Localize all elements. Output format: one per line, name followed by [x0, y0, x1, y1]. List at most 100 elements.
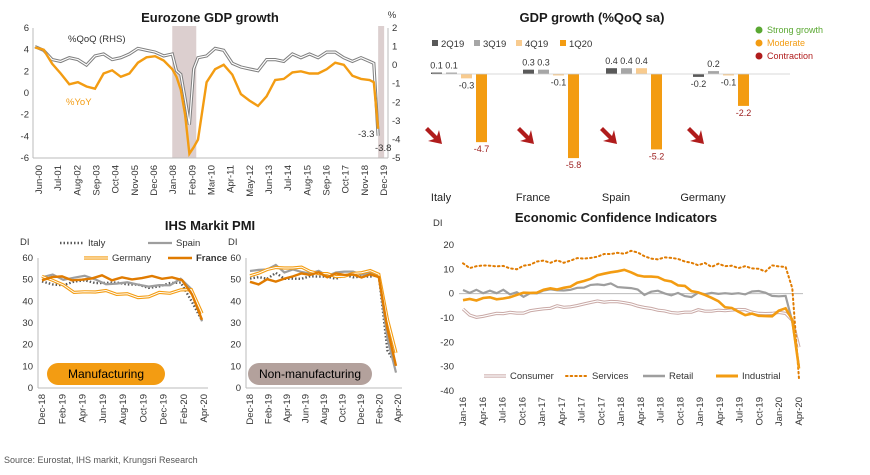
- legend-swatch-3Q19: [474, 40, 480, 46]
- legend-label-France: France: [196, 253, 227, 264]
- y-tick-left: 2: [24, 66, 29, 77]
- x-tick: Feb-20: [375, 394, 386, 424]
- y-tick: 10: [443, 264, 454, 275]
- legend-label-Spain: Spain: [176, 238, 200, 249]
- bar-Germany-4Q19: [723, 74, 734, 76]
- chart-title: Economic Confidence Indicators: [515, 210, 717, 225]
- x-tick: Jul-19: [735, 397, 746, 423]
- status-arrow-Spain: [598, 127, 617, 144]
- data-label: -2.2: [736, 108, 752, 118]
- y-tick-left: -2: [21, 110, 29, 121]
- data-label: 0.2: [707, 59, 720, 69]
- series-line-inner-Consumer: [462, 300, 800, 348]
- x-tick: Jan-17: [537, 397, 548, 426]
- source-note: Source: Eurostat, IHS markit, Krungsri R…: [4, 455, 198, 465]
- y-tick: 20: [443, 240, 454, 251]
- series-line-qoq-outline: [34, 45, 380, 136]
- x-tick: Apr-17: [557, 397, 568, 426]
- right-axis-unit: %: [388, 10, 397, 21]
- bar-Germany-2Q19: [693, 74, 704, 77]
- legend-label-2Q19: 2Q19: [441, 39, 464, 50]
- y-tick-left: -6: [21, 153, 29, 164]
- legend-swatch-2Q19: [432, 40, 438, 46]
- x-tick: Jul-17: [577, 397, 588, 423]
- y-tick-right: -5: [392, 153, 400, 164]
- data-label: 0.1: [445, 61, 458, 71]
- status-dot-2: [755, 52, 763, 60]
- x-tick: Feb-09: [187, 165, 198, 195]
- legend-label-Services: Services: [592, 371, 629, 382]
- x-tick: Oct-19: [338, 394, 349, 423]
- x-tick: Apr-19: [282, 394, 293, 423]
- y-tick-right: 1: [392, 42, 397, 53]
- legend-label-Italy: Italy: [88, 238, 106, 249]
- bar-Italy-3Q19: [446, 72, 457, 74]
- chart-title: Eurozone GDP growth: [141, 10, 279, 25]
- y-axis-label: DI: [228, 237, 238, 248]
- data-label: -4.7: [474, 144, 490, 154]
- bar-France-3Q19: [538, 69, 549, 74]
- y-tick-left: 0: [24, 88, 29, 99]
- x-tick: Aug-02: [72, 165, 83, 196]
- y-tick: 30: [230, 318, 241, 329]
- bar-Spain-1Q20: [651, 74, 662, 150]
- data-label: 0.3: [537, 58, 550, 68]
- y-tick-right: 0: [392, 60, 397, 71]
- legend-label-Consumer: Consumer: [510, 371, 554, 382]
- x-tick: Dec-06: [149, 165, 160, 196]
- x-tick: Apr-18: [636, 397, 647, 426]
- x-tick: Apr-19: [78, 394, 89, 423]
- panel-badge-label: Non-manufacturing: [259, 367, 361, 381]
- y-tick: -20: [440, 337, 454, 348]
- y-tick-left: 4: [24, 45, 29, 56]
- data-label: -0.3: [459, 80, 475, 90]
- x-tick: Jul-14: [283, 165, 294, 191]
- data-label: 0.4: [605, 56, 618, 66]
- data-label: -0.2: [691, 79, 707, 89]
- y-tick: 20: [22, 340, 33, 351]
- bar-Spain-2Q19: [606, 68, 617, 74]
- y-tick: 30: [22, 318, 33, 329]
- y-tick: 20: [230, 340, 241, 351]
- y-tick: -30: [440, 362, 454, 373]
- x-tick: Nov-05: [130, 165, 141, 196]
- y-tick: 50: [22, 275, 33, 286]
- x-tick: Apr-20: [393, 394, 404, 423]
- y-tick-left: -4: [21, 131, 29, 142]
- bar-Italy-1Q20: [476, 74, 487, 143]
- legend-label-Retail: Retail: [669, 371, 693, 382]
- panel-badge-label: Manufacturing: [68, 367, 144, 381]
- x-tick: Oct-16: [517, 397, 528, 426]
- x-tick: Aug-15: [302, 165, 313, 196]
- economic-confidence-chart: Economic Confidence Indicators DI 20 10 0 -…: [433, 210, 805, 426]
- bar-Spain-4Q19: [636, 68, 647, 74]
- bar-France-4Q19: [553, 74, 564, 76]
- y-tick: 10: [22, 361, 33, 372]
- x-tick: Jul-18: [656, 397, 667, 423]
- data-label: -0.1: [551, 77, 567, 87]
- series-line-France: [249, 271, 398, 367]
- x-tick: Jan-20: [774, 397, 785, 426]
- x-tick: Jan-18: [616, 397, 627, 426]
- status-dot-1: [755, 39, 763, 47]
- status-label-0: Strong growth: [767, 25, 823, 35]
- bar-Italy-4Q19: [461, 74, 472, 79]
- x-tick: Feb-20: [179, 394, 190, 424]
- category-label-France: France: [516, 192, 550, 204]
- x-tick: Feb-19: [264, 394, 275, 424]
- data-label: 0.3: [522, 58, 535, 68]
- y-tick-right: 2: [392, 23, 397, 34]
- legend-swatch-4Q19: [516, 40, 522, 46]
- x-tick: Oct-19: [138, 394, 149, 423]
- panel-badge: [47, 363, 165, 385]
- x-tick: Jun-13: [264, 165, 275, 194]
- x-tick: Dec-18: [245, 394, 256, 425]
- x-tick: Aug-19: [319, 394, 330, 425]
- series-line-inner-Germany: [41, 275, 203, 314]
- status-arrow-Italy: [423, 127, 442, 144]
- gdp-bar-chart: GDP growth (%QoQ sa) 2Q19 3Q19 4Q19 1Q20 St…: [423, 10, 823, 204]
- x-tick: Oct-18: [675, 397, 686, 426]
- legend-label-4Q19: 4Q19: [525, 39, 548, 50]
- end-label-yoy: -3.3: [358, 129, 374, 140]
